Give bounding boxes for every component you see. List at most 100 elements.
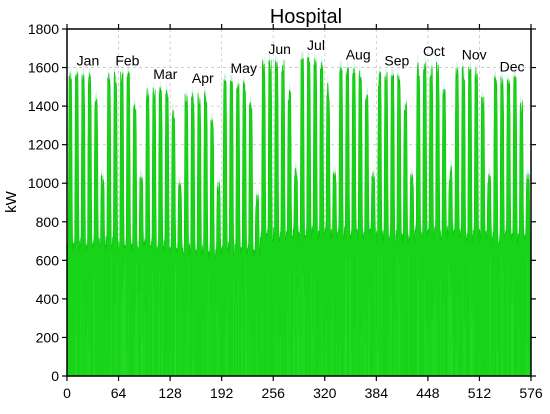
texture-stripe [121,294,123,376]
texture-stripe [219,332,220,376]
texture-stripe [378,251,379,376]
texture-stripe [215,310,217,376]
texture-stripe [203,320,204,376]
texture-stripe [261,308,263,376]
texture-stripe [188,257,190,376]
texture-stripe [448,261,450,376]
texture-stripe [299,265,301,376]
x-tick-label: 0 [63,385,71,401]
texture-stripe [500,253,502,376]
month-label-jul: Jul [307,37,325,53]
texture-stripe [339,346,341,376]
y-tick-label: 800 [36,214,60,230]
y-tick-label: 1800 [28,21,59,37]
texture-stripe [109,348,110,376]
texture-stripe [161,348,162,376]
texture-stripe [434,289,436,376]
texture-stripe [85,336,86,376]
texture-stripe [217,306,219,376]
texture-stripe [435,318,437,376]
texture-stripe [490,256,491,376]
texture-stripe [464,326,466,376]
texture-stripe [369,300,371,376]
texture-stripe [310,270,312,376]
texture-stripe [418,279,419,376]
y-tick-label: 600 [36,252,60,268]
texture-stripe [377,348,379,376]
texture-stripe [314,276,315,376]
texture-stripe [457,293,459,376]
texture-stripe [126,350,128,376]
texture-stripe [140,292,142,376]
texture-stripe [390,273,391,376]
texture-stripe [210,306,212,376]
texture-stripe [258,349,260,376]
y-tick-label: 1200 [28,137,59,153]
texture-stripe [238,278,240,376]
texture-stripe [267,273,269,376]
plot-frame [66,28,532,377]
month-label-oct: Oct [423,43,445,59]
texture-stripe [512,302,513,376]
chart-title: Hospital [270,6,342,28]
texture-stripe [186,308,188,376]
texture-stripe [137,292,138,376]
texture-stripe [430,329,431,376]
texture-stripe [127,283,129,376]
texture-stripe [349,259,350,376]
month-label-nov: Nov [462,47,487,63]
texture-stripe [124,264,126,376]
texture-stripe [184,346,186,376]
texture-stripe [80,279,82,376]
texture-stripe [208,275,210,376]
texture-stripe [206,302,208,376]
texture-stripe [152,273,153,376]
texture-stripe [511,305,513,376]
texture-stripe [376,330,377,376]
texture-stripe [425,324,426,376]
texture-stripe [452,352,454,376]
texture-stripe [470,317,472,376]
texture-stripe [506,261,508,376]
texture-stripe [362,327,363,376]
x-tick-label: 256 [262,385,286,401]
texture-stripe [463,319,465,376]
texture-stripe [401,312,402,376]
month-label-jan: Jan [77,52,100,68]
texture-stripe [293,326,294,376]
texture-stripe [116,263,118,376]
y-tick-label: 1000 [28,175,59,191]
texture-stripe [440,281,441,376]
texture-stripe [450,290,451,376]
x-tick-label: 320 [313,385,337,401]
texture-stripe [433,304,434,376]
texture-stripe [388,335,390,376]
texture-stripe [136,263,137,376]
texture-stripe [336,342,337,376]
texture-stripe [518,321,519,376]
texture-stripe [364,314,365,376]
texture-stripe [137,353,138,376]
texture-stripe [248,319,250,376]
texture-stripe [213,350,214,376]
texture-stripe [374,272,376,376]
month-label-sep: Sep [384,52,409,68]
month-label-jun: Jun [268,41,291,57]
texture-stripe [513,309,514,376]
texture-stripe [298,333,300,376]
texture-stripe [179,287,181,376]
texture-stripe [451,312,453,376]
texture-stripe [426,341,428,376]
texture-stripe [350,258,352,376]
texture-stripe [462,282,464,376]
texture-stripe [424,279,425,376]
texture-stripe [251,336,252,376]
texture-stripe [280,337,281,376]
texture-stripe [417,252,418,376]
texture-stripe [345,256,346,376]
texture-stripe [175,323,177,376]
texture-stripe [394,317,396,376]
texture-stripe [120,310,122,376]
month-label-apr: Apr [192,70,214,86]
